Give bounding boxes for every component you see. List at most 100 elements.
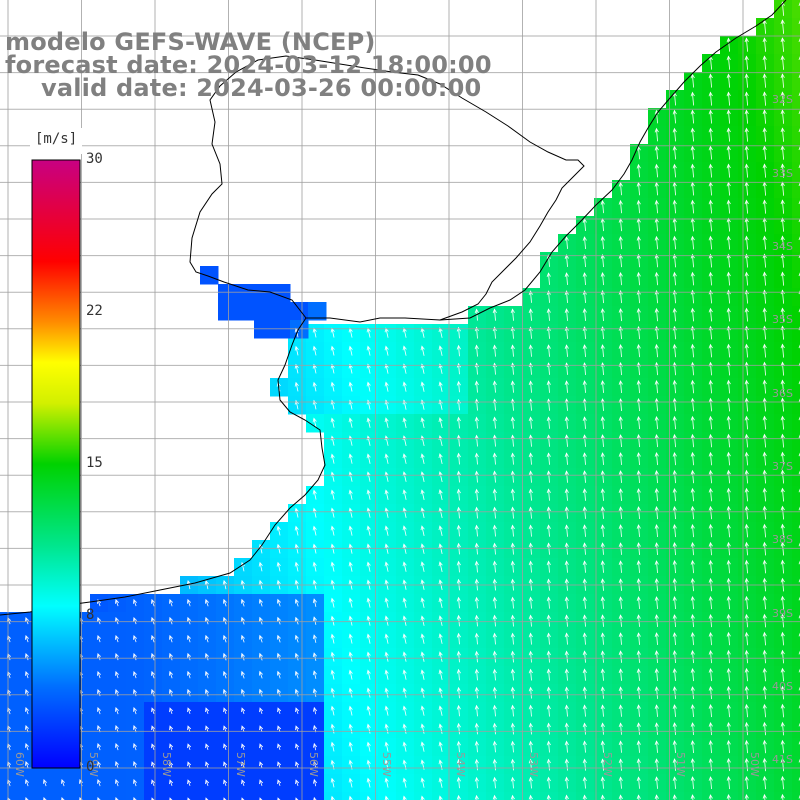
wind-arrow	[762, 415, 767, 430]
wind-arrow	[618, 650, 623, 663]
wind-arrow	[690, 595, 695, 610]
wind-arrow	[330, 741, 335, 752]
wind-arrow	[780, 55, 785, 70]
wind-arrow	[762, 559, 767, 574]
wind-arrow	[187, 779, 192, 787]
wind-arrow	[762, 523, 767, 538]
wind-arrow	[312, 652, 317, 661]
wind-arrow	[115, 670, 120, 679]
wind-arrow	[241, 743, 246, 751]
wind-arrow	[528, 560, 533, 573]
wind-arrow	[582, 740, 587, 753]
ocean-cell	[792, 396, 800, 415]
wind-arrow	[456, 326, 461, 339]
ocean-cell	[236, 302, 255, 321]
wind-arrow	[654, 596, 659, 610]
wind-arrow	[492, 488, 497, 501]
wind-arrow	[420, 795, 425, 800]
lon-label: 50W	[748, 752, 761, 777]
wind-arrow	[744, 343, 749, 358]
wind-arrow	[690, 271, 695, 286]
wind-arrow	[348, 417, 353, 428]
wind-arrow	[798, 362, 800, 367]
wind-arrow	[708, 397, 713, 412]
wind-arrow	[654, 433, 659, 448]
wind-arrow	[600, 506, 605, 519]
wind-arrow	[600, 488, 605, 501]
colorbar-tick-22: 22	[86, 303, 103, 319]
ocean-cell	[378, 792, 397, 800]
wind-arrow	[582, 524, 587, 537]
wind-arrow	[744, 433, 749, 448]
wind-arrow	[330, 705, 335, 716]
wind-arrow	[456, 452, 461, 465]
wind-arrow	[384, 687, 389, 698]
wind-arrow	[618, 794, 623, 800]
wind-arrow	[510, 614, 515, 627]
wind-arrow	[348, 543, 353, 554]
ocean-cell	[486, 792, 505, 800]
wind-arrow	[564, 470, 569, 483]
wind-arrow	[744, 487, 749, 502]
wind-arrow	[330, 669, 335, 680]
wind-arrow	[672, 614, 677, 628]
wind-arrow	[654, 560, 659, 574]
wind-arrow	[690, 686, 695, 700]
wind-arrow	[582, 650, 587, 663]
wind-arrow	[726, 469, 731, 484]
wind-arrow	[780, 739, 785, 754]
ocean-cell	[792, 774, 800, 793]
wind-arrow	[672, 740, 677, 753]
wind-arrow	[762, 595, 767, 610]
wind-arrow	[564, 614, 569, 627]
wind-arrow	[222, 670, 227, 679]
colorbar-tick-30: 30	[86, 151, 103, 167]
ocean-cell	[792, 162, 800, 181]
wind-arrow	[474, 506, 479, 519]
wind-arrow	[259, 743, 264, 751]
ocean-cell	[792, 306, 800, 325]
ocean-cell	[792, 558, 800, 577]
wind-arrow	[204, 652, 209, 661]
ocean-cell	[414, 792, 433, 800]
wind-arrow	[169, 634, 173, 643]
wind-arrow	[762, 757, 767, 772]
wind-arrow	[780, 253, 785, 268]
wind-arrow	[582, 452, 587, 465]
wind-arrow	[654, 776, 659, 789]
wind-arrow	[348, 597, 353, 608]
wind-arrow	[654, 452, 659, 466]
wind-arrow	[618, 253, 623, 268]
wind-arrow	[546, 434, 551, 447]
wind-arrow	[456, 524, 461, 537]
wind-arrow	[654, 758, 659, 771]
wind-arrow	[97, 778, 102, 787]
wind-arrow	[456, 596, 461, 609]
wind-arrow	[564, 560, 569, 573]
lon-label: 51W	[674, 752, 687, 777]
wind-arrow	[672, 560, 677, 574]
wind-arrow	[744, 91, 749, 106]
wind-arrow	[708, 649, 713, 664]
wind-arrow	[528, 650, 533, 663]
wind-arrow	[528, 686, 533, 699]
wind-arrow	[474, 758, 479, 771]
wind-arrow	[312, 742, 318, 751]
ocean-cell	[792, 126, 800, 145]
wind-arrow	[546, 740, 551, 753]
lon-label: 56W	[307, 752, 320, 777]
wind-arrow	[330, 597, 335, 608]
wind-arrow	[510, 560, 515, 573]
ocean-cell	[216, 792, 235, 800]
wind-arrow	[726, 199, 731, 214]
wind-arrow	[438, 651, 443, 662]
wind-arrow	[672, 163, 677, 178]
wind-arrow	[438, 687, 443, 698]
wind-arrow	[546, 614, 551, 627]
wind-arrow	[528, 506, 533, 519]
wind-arrow	[654, 794, 659, 800]
wind-arrow	[582, 506, 587, 519]
wind-arrow	[744, 217, 749, 232]
wind-arrow	[690, 559, 695, 574]
